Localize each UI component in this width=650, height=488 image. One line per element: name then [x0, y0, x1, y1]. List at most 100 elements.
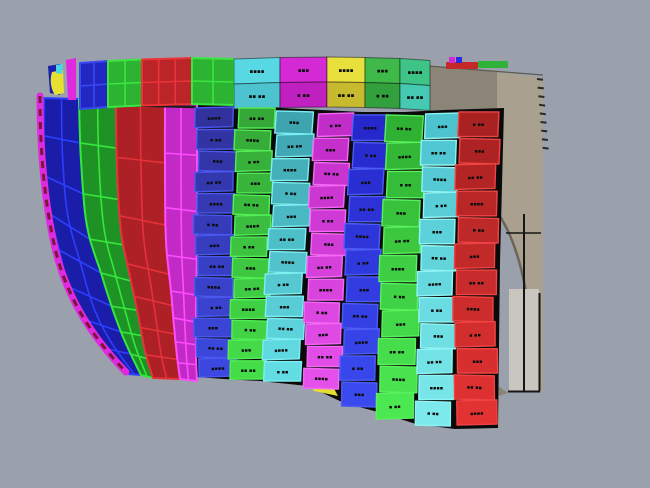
- hull-plate[interactable]: [262, 360, 303, 382]
- plate-label: ▪▪ ▪▪: [469, 280, 484, 286]
- hull-plate[interactable]: [453, 242, 496, 270]
- plate-label: ▪ ▪▪: [357, 260, 369, 267]
- hull-plate[interactable]: [311, 137, 350, 162]
- plate-label: ▪▪▪▪: [242, 307, 256, 313]
- bow-strip-blue-grid-line: [58, 249, 102, 274]
- plate-label: ▪▪▪▪: [470, 411, 484, 418]
- plate-label: ▪▪ ▪▪: [287, 144, 302, 151]
- hull-plate[interactable]: [305, 254, 344, 279]
- bow-strip-red-grid-line: [119, 215, 166, 226]
- hull-plate[interactable]: [346, 167, 385, 196]
- plate-label: ▪▪▪: [212, 159, 222, 165]
- plate-label: ▪▪▪▪: [246, 137, 260, 144]
- hull-plate[interactable]: [382, 225, 422, 255]
- hull-plate[interactable]: [194, 106, 234, 129]
- bow-strip-blue-grid-line: [43, 134, 81, 144]
- plate-label: ▪▪▪: [359, 287, 369, 293]
- plate-label: ▪▪ ▪▪: [249, 116, 264, 122]
- hull-plate[interactable]: [454, 163, 497, 191]
- plate-label: ▪▪▪: [395, 322, 405, 328]
- bow-strip-blue-grid-line: [67, 285, 112, 307]
- bow-tip-cyan-plate[interactable]: [56, 64, 63, 74]
- plate-label: ▪▪▪: [324, 242, 334, 248]
- hull-plate-column-4: ▪ ▪▪▪▪▪▪▪ ▪▪▪▪▪▪▪ ▪▪▪▪▪▪▪ ▪▪▪▪▪▪▪ ▪▪▪▪▪▪…: [302, 112, 355, 390]
- plate-label: ▪▪▪: [433, 333, 443, 339]
- hull-plate[interactable]: [261, 338, 301, 361]
- hull-plate[interactable]: [457, 216, 500, 244]
- plate-label: ▪ ▪▪: [427, 411, 439, 418]
- hull-plate[interactable]: [458, 137, 501, 165]
- band-plate-blue-grid-line: [79, 83, 109, 87]
- hull-plate[interactable]: [266, 227, 307, 251]
- hull-plate-column-3: ▪▪▪▪▪ ▪▪▪▪▪▪▪ ▪▪▪▪▪▪▪ ▪▪▪▪▪▪▪ ▪▪▪▪▪▪▪ ▪▪…: [261, 110, 315, 382]
- bow-strip-green-grid-line: [120, 331, 143, 337]
- hull-plate[interactable]: [419, 323, 457, 350]
- plate-label: ▪ ▪▪: [207, 222, 219, 229]
- plate-label: ▪ ▪▪: [329, 123, 341, 130]
- hull-plate[interactable]: [457, 111, 500, 138]
- hull-plate[interactable]: [304, 322, 342, 346]
- hull-plate[interactable]: [381, 309, 421, 338]
- bow-tip-magenta-plate[interactable]: [66, 58, 76, 100]
- hull-plate[interactable]: [229, 236, 268, 257]
- hull-plate-column-5: ▪▪▪▪▪ ▪▪▪▪▪▪▪ ▪▪▪▪▪▪▪ ▪▪▪▪▪▪▪ ▪▪▪▪▪▪▪ ▪▪…: [339, 114, 390, 408]
- plate-label: ▪▪ ▪▪: [467, 385, 482, 392]
- deck-strip-red[interactable]: [446, 62, 478, 69]
- stem-band-dashes: [38, 95, 128, 374]
- hull-plate[interactable]: [264, 295, 305, 318]
- plate-label: ▪ ▪▪: [210, 137, 222, 143]
- hull-plate-column-8: ▪ ▪▪▪▪▪▪▪ ▪▪▪▪▪▪▪ ▪▪▪▪▪▪▪ ▪▪▪▪▪▪▪ ▪▪▪▪▪▪…: [452, 111, 501, 426]
- plate-label: ▪▪▪▪: [314, 376, 328, 383]
- plate-label: ▪▪ ▪▪: [244, 286, 259, 293]
- plate-label: ▪▪▪: [289, 120, 299, 126]
- hull-plate[interactable]: [418, 297, 455, 323]
- hull-plate[interactable]: [455, 190, 498, 217]
- plate-label: ▪ ▪▪: [277, 282, 289, 289]
- hull-plate[interactable]: [302, 367, 340, 390]
- hull-plate[interactable]: [307, 184, 346, 209]
- hull-plate[interactable]: [414, 400, 452, 427]
- hull-plate[interactable]: [378, 254, 418, 283]
- hull-plate[interactable]: [454, 320, 496, 348]
- hull-plate[interactable]: [377, 337, 417, 366]
- plate-label: ▪ ▪▪: [400, 183, 412, 189]
- sheer-plate-teal[interactable]: [399, 82, 431, 112]
- plate-label: ▪▪▪: [245, 265, 255, 271]
- hull-plate[interactable]: [456, 348, 499, 374]
- plate-label: ▪▪▪▪: [392, 377, 406, 384]
- plate-label: ▪ ▪▪: [365, 153, 377, 160]
- hull-plate[interactable]: [269, 158, 310, 182]
- hull-plate[interactable]: [379, 365, 418, 394]
- hull-plate[interactable]: [375, 391, 415, 420]
- bow-strip-red-grid-line: [139, 102, 168, 379]
- plate-label: ▪▪▪: [250, 181, 260, 187]
- transom-tick-mark: [542, 146, 549, 150]
- hull-plate[interactable]: [263, 272, 303, 296]
- hull-plate[interactable]: [416, 269, 454, 297]
- hull-plate[interactable]: [423, 112, 462, 140]
- hull-plate[interactable]: [455, 269, 498, 296]
- plate-label: ▪▪ ▪▪: [389, 350, 404, 356]
- hull-plate[interactable]: [229, 299, 268, 320]
- hull-plate[interactable]: [418, 374, 455, 401]
- plate-label: ▪▪▪: [209, 243, 219, 249]
- hull-plate[interactable]: [237, 107, 276, 129]
- plate-label: ▪ ▪▪: [244, 327, 256, 334]
- plate-label: ▪▪▪▪: [207, 115, 221, 122]
- deck-strip-green[interactable]: [478, 61, 508, 68]
- hull-plate[interactable]: [339, 355, 376, 381]
- hull-plate[interactable]: [265, 317, 306, 340]
- plate-label: ▪▪▪: [279, 304, 289, 310]
- plate-label: ▪ ▪▪: [472, 228, 484, 235]
- hull-plate[interactable]: [194, 170, 234, 193]
- plate-label: ▪▪ ▪▪: [431, 255, 446, 262]
- hull-plate[interactable]: [267, 250, 308, 274]
- hull-plate-columns: ▪▪▪▪▪ ▪▪▪▪▪▪▪ ▪▪▪▪▪▪▪ ▪▪▪▪▪▪▪ ▪▪▪▪▪▪▪ ▪▪…: [192, 106, 501, 427]
- hull-plate[interactable]: [456, 399, 498, 426]
- plate-label: ▪▪ ▪▪: [279, 237, 294, 243]
- bow-strip-green-grid-line: [130, 353, 148, 360]
- hull-plate[interactable]: [307, 278, 345, 301]
- bow-tip-yellow-plate[interactable]: [50, 70, 64, 95]
- hull-plate[interactable]: [416, 347, 453, 375]
